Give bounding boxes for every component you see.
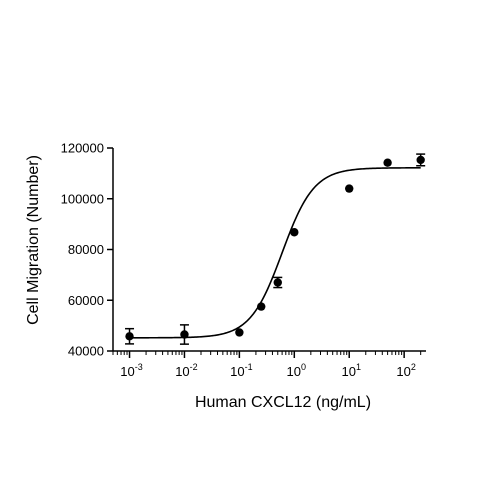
data-point: [345, 184, 354, 193]
data-point: [257, 302, 266, 311]
y-axis-label: Cell Migration (Number): [25, 155, 42, 325]
x-tick-label: 100: [287, 362, 306, 379]
y-tick-label: 40000: [68, 344, 104, 359]
x-tick-label: 10-1: [230, 362, 252, 379]
axes: 40000 60000 80000 100000 120000 10-3 10-2 10-1 1…: [61, 141, 426, 379]
fit-curve-layer: [129, 167, 421, 339]
data-point: [273, 278, 282, 287]
data-point: [383, 158, 392, 167]
y-tick-label: 120000: [61, 141, 104, 156]
data-point: [235, 328, 244, 337]
x-tick-label: 10-2: [175, 362, 197, 379]
data-point: [290, 228, 299, 237]
x-tick-label: 102: [396, 362, 415, 379]
x-tick-label: 10-3: [120, 362, 142, 379]
y-tick-label: 80000: [68, 242, 104, 257]
y-tick-label: 60000: [68, 293, 104, 308]
x-axis-label: Human CXCL12 (ng/mL): [195, 394, 371, 411]
x-tick-label: 101: [341, 362, 360, 379]
y-tick-label: 100000: [61, 191, 104, 206]
fit-curve: [129, 167, 421, 339]
data-points-layer: [125, 153, 426, 345]
data-point: [416, 155, 425, 165]
data-point: [180, 330, 189, 339]
data-point: [125, 332, 134, 341]
